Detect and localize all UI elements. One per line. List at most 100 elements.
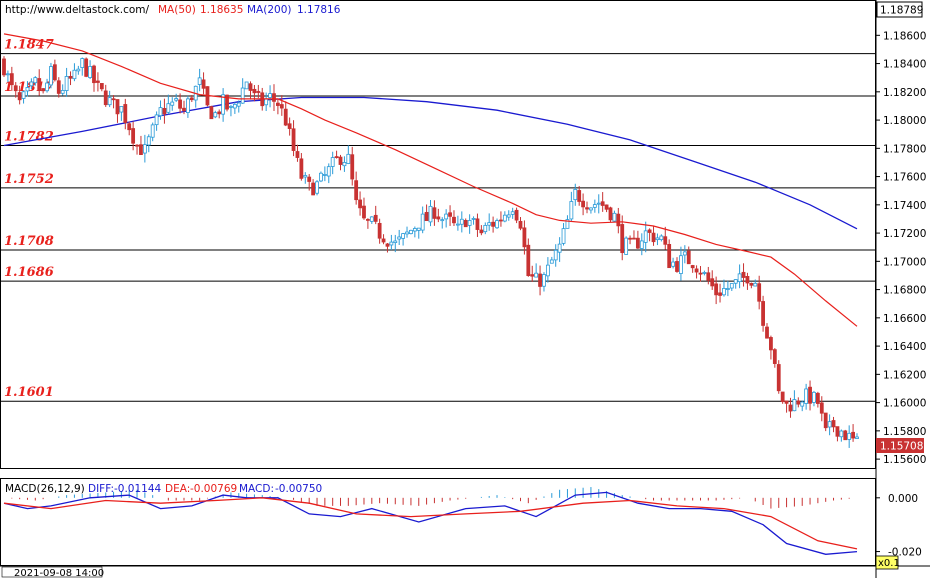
candle [275, 99, 280, 115]
candle [205, 86, 210, 107]
candle [150, 122, 155, 142]
candle [119, 106, 124, 121]
ma200-line [3, 96, 858, 230]
candle [839, 429, 844, 442]
candle [96, 72, 100, 92]
candle [189, 95, 194, 103]
candle [757, 275, 762, 310]
candle [737, 264, 742, 289]
macd-title: MACD(26,12,9) [5, 483, 85, 495]
candle [232, 102, 237, 114]
zoom-badge[interactable] [875, 555, 899, 570]
candle [41, 88, 46, 94]
candle [92, 64, 96, 92]
candle [455, 215, 460, 231]
candle [166, 94, 171, 115]
timestamp: 2021-09-08 14:00 [14, 568, 104, 578]
ma200-label: MA(200) [247, 4, 291, 16]
candle [236, 100, 241, 113]
candle [538, 265, 542, 296]
candle [483, 222, 488, 235]
candle [72, 63, 77, 82]
candle [432, 200, 437, 226]
candle [2, 56, 6, 77]
candle [769, 335, 773, 360]
candle [765, 323, 769, 339]
candle [99, 83, 104, 92]
candle [444, 209, 449, 228]
candle [463, 218, 468, 228]
candle [103, 84, 108, 107]
candle [502, 211, 507, 223]
level-label: 1.1708 [4, 234, 54, 249]
candle [600, 192, 605, 212]
level-label: 1.1686 [4, 265, 54, 280]
candle [186, 95, 190, 118]
candle [526, 238, 531, 277]
candle [197, 68, 202, 92]
candle [800, 400, 805, 412]
candle [847, 425, 852, 448]
candle [722, 279, 726, 297]
candle [596, 194, 601, 214]
candle [52, 59, 57, 82]
candle [268, 85, 272, 108]
candle [530, 265, 535, 282]
ma50-line [3, 33, 858, 327]
candle [362, 197, 366, 220]
candle [9, 66, 14, 91]
candle [49, 62, 53, 89]
level-label: 1.1601 [4, 385, 54, 400]
candle [604, 204, 609, 213]
candle [741, 263, 746, 287]
candle [843, 429, 848, 441]
candle [690, 264, 695, 273]
candle [585, 201, 589, 214]
candle [248, 81, 253, 100]
candle [64, 67, 69, 97]
candle [409, 229, 413, 235]
price-tick-label: 1.18200 [883, 87, 926, 99]
price-tick-label: 1.16800 [883, 285, 926, 297]
candle [545, 257, 550, 283]
candle [272, 84, 276, 111]
timestamp-box [1, 566, 103, 578]
candle [592, 199, 597, 213]
price-tick-label: 1.16400 [883, 341, 926, 353]
candle [201, 72, 206, 95]
candle [401, 232, 406, 246]
candle [499, 211, 503, 227]
candle [389, 234, 394, 251]
candle [354, 171, 359, 205]
candle [142, 134, 147, 163]
macd-tick-label: -0.020 [888, 547, 922, 559]
candle [135, 144, 139, 155]
price-tick-label: 1.17000 [883, 256, 926, 268]
candle [170, 97, 175, 111]
candle [522, 220, 527, 255]
candle [33, 76, 38, 86]
top-price-box [876, 1, 923, 18]
candle [295, 144, 300, 162]
price-tick-label: 1.16000 [883, 398, 926, 410]
candle [244, 81, 249, 90]
candle [663, 226, 668, 250]
candle [855, 433, 859, 439]
candle [643, 221, 648, 253]
current-price-label: 1.15708 [880, 441, 923, 453]
candle [651, 226, 656, 246]
candle [682, 245, 687, 264]
candle [221, 88, 226, 122]
candle [557, 237, 562, 262]
candle [436, 208, 441, 223]
candle [577, 186, 582, 206]
macd-layer: 0.000 -0.020 [3, 487, 922, 559]
site-url[interactable]: http://www.deltastock.com/ [5, 4, 150, 16]
candle [761, 295, 765, 332]
candle [88, 60, 92, 79]
candle [428, 200, 433, 227]
candle [13, 82, 18, 98]
candle [448, 205, 452, 226]
candle [60, 84, 65, 96]
candle [76, 65, 81, 75]
